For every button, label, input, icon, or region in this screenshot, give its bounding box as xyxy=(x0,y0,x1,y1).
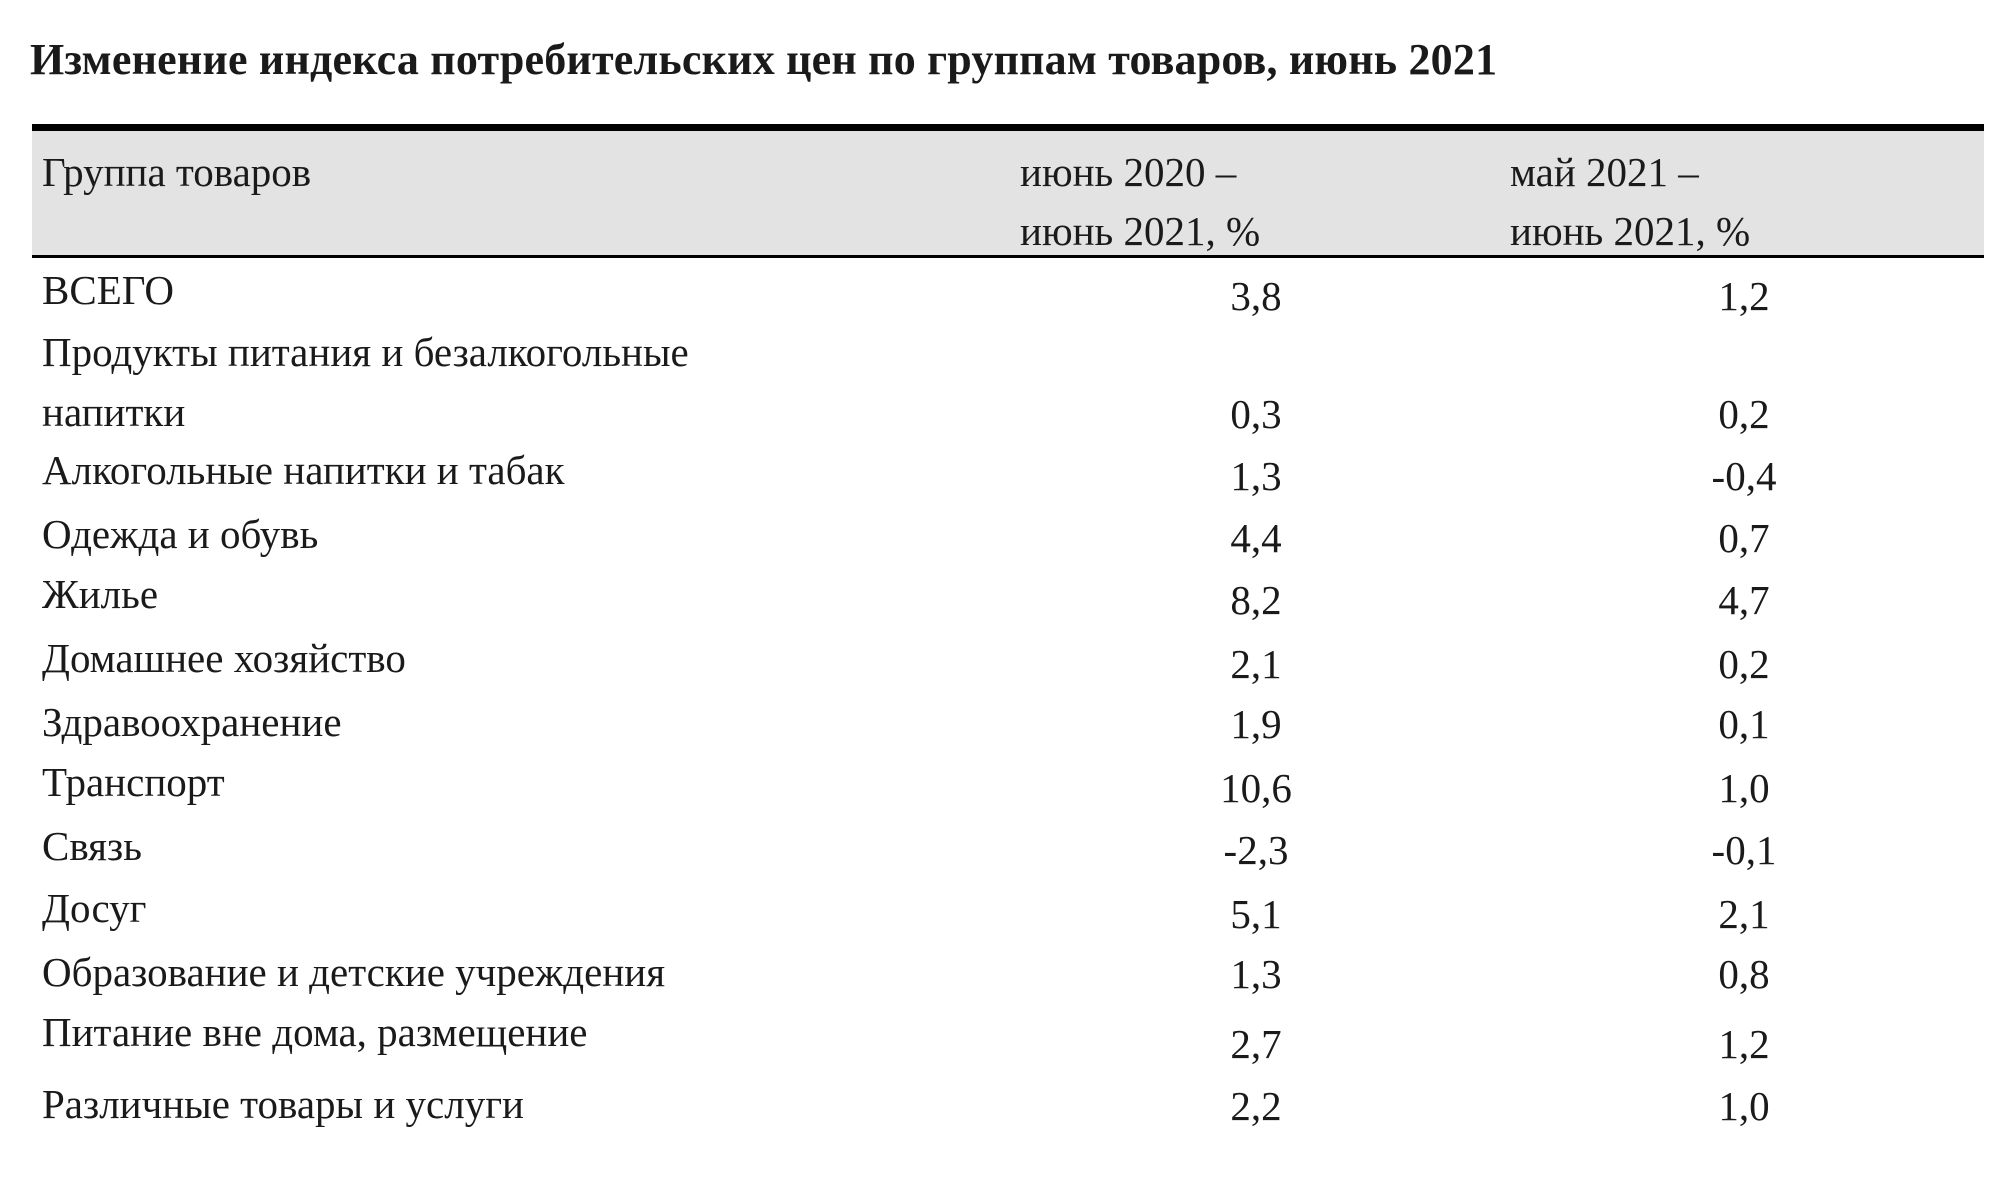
row-yoy-value: -2,3 xyxy=(1223,827,1289,873)
row-mom-value: 1,2 xyxy=(1718,273,1770,319)
row-yoy-value: 2,7 xyxy=(1230,1021,1282,1067)
cpi-table: Группа товаров июнь 2020 – июнь 2021, % … xyxy=(32,124,1984,1129)
row-mom-value: 0,1 xyxy=(1718,701,1770,747)
row-mom-value: 1,0 xyxy=(1718,765,1770,811)
header-mom-line2: июнь 2021, % xyxy=(1510,208,1751,254)
row-yoy-value: 3,8 xyxy=(1230,273,1282,319)
row-name: ВСЕГО xyxy=(42,267,175,313)
row-mom-value: 0,7 xyxy=(1718,515,1770,561)
row-name: Домашнее хозяйство xyxy=(42,635,406,681)
header-group-label: Группа товаров xyxy=(42,149,312,195)
table-header: Группа товаров июнь 2020 – июнь 2021, % … xyxy=(32,124,1984,258)
row-yoy-value: 8,2 xyxy=(1230,577,1282,623)
row-mom-value: 0,2 xyxy=(1718,641,1770,687)
row-name: Питание вне дома, размещение xyxy=(42,1009,588,1055)
row-mom-value: -0,1 xyxy=(1711,827,1777,873)
row-mom-value: 0,8 xyxy=(1718,951,1770,997)
row-yoy-value: 2,1 xyxy=(1230,641,1282,687)
row-name: Различные товары и услуги xyxy=(42,1081,524,1127)
row-yoy-value: 4,4 xyxy=(1230,515,1282,561)
header-mom: май 2021 – июнь 2021, % xyxy=(1510,143,1750,261)
row-yoy-value: 5,1 xyxy=(1230,891,1282,937)
header-mom-line1: май 2021 – xyxy=(1510,149,1699,195)
row-yoy-value: 10,6 xyxy=(1220,765,1292,811)
header-yoy-line1: июнь 2020 – xyxy=(1020,149,1237,195)
row-name-line1: Продукты питания и безалкогольные xyxy=(42,329,689,375)
row-name: Здравоохранение xyxy=(42,699,342,745)
table-title: Изменение индекса потребительских цен по… xyxy=(30,35,1498,84)
row-mom-value: 1,2 xyxy=(1718,1021,1770,1067)
row-yoy-value: 2,2 xyxy=(1230,1083,1282,1129)
row-yoy-value: 1,3 xyxy=(1230,951,1282,997)
header-yoy-line2: июнь 2021, % xyxy=(1020,208,1261,254)
row-yoy-value: 1,9 xyxy=(1230,701,1282,747)
row-name: Алкогольные напитки и табак xyxy=(42,447,565,493)
row-name: Образование и детские учреждения xyxy=(42,949,666,995)
row-yoy-value: 0,3 xyxy=(1230,391,1282,437)
row-name: Жилье xyxy=(42,571,159,617)
row-name: Связь xyxy=(42,823,142,869)
row-name: напитки xyxy=(42,389,186,435)
header-yoy: июнь 2020 – июнь 2021, % xyxy=(1020,143,1260,261)
header-group: Группа товаров xyxy=(42,143,311,202)
row-name: Одежда и обувь xyxy=(42,511,319,557)
row-mom-value: 0,2 xyxy=(1718,391,1770,437)
row-mom-value: -0,4 xyxy=(1711,453,1777,499)
row-mom-value: 1,0 xyxy=(1718,1083,1770,1129)
row-name: Досуг xyxy=(42,885,147,931)
row-mom-value: 2,1 xyxy=(1718,891,1770,937)
row-name: Транспорт xyxy=(42,759,225,805)
row-mom-value: 4,7 xyxy=(1718,577,1770,623)
row-yoy-value: 1,3 xyxy=(1230,453,1282,499)
